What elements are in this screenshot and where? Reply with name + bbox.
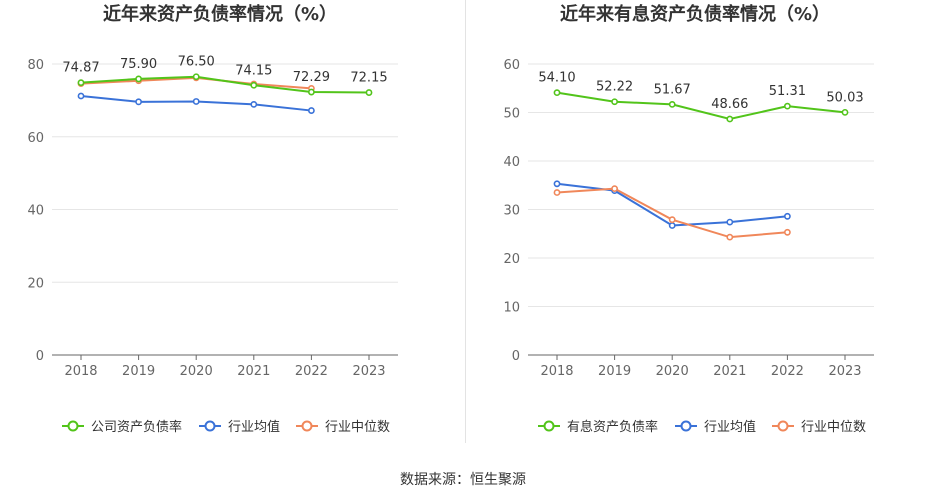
y-tick-label: 0: [512, 349, 520, 364]
data-point-median: [783, 228, 791, 236]
data-point-avg: [307, 107, 315, 114]
data-label: 74.87: [62, 61, 99, 76]
data-point-avg: [250, 100, 258, 108]
data-point-company: [726, 115, 734, 123]
data-point-company: [135, 75, 142, 83]
data-point-company: [841, 108, 849, 116]
data-point-avg: [553, 180, 561, 188]
data-point-avg: [668, 222, 676, 229]
x-tick-label: 2021: [237, 364, 270, 379]
y-tick-label: 20: [503, 252, 520, 267]
x-tick-label: 2021: [713, 364, 746, 379]
data-label: 72.15: [350, 71, 387, 86]
data-point-company: [250, 81, 258, 89]
data-label: 75.90: [120, 57, 157, 72]
legend-marker: [543, 420, 555, 432]
data-point-company: [365, 89, 373, 96]
data-point-median: [611, 185, 618, 193]
y-tick-label: 60: [27, 131, 44, 146]
x-tick-label: 2022: [771, 364, 804, 379]
data-point-company: [553, 89, 561, 97]
data-point-avg: [726, 218, 734, 226]
y-tick-label: 80: [27, 58, 44, 73]
data-point-company: [192, 73, 200, 81]
legend-label: 行业均值: [704, 419, 756, 435]
x-tick-label: 2018: [64, 364, 97, 379]
data-label: 52.22: [596, 80, 633, 95]
legend-label: 行业中位数: [801, 420, 866, 435]
chart-title: 近年来资产负债率情况（%）: [103, 3, 337, 25]
data-point-avg: [77, 92, 85, 100]
y-tick-label: 40: [27, 204, 44, 219]
chart-interest-bearing-debt-ratio: 近年来有息资产负债率情况（%） 0 10 20 30 40 50 60 2018 2019 2020…: [503, 3, 874, 435]
data-point-avg: [783, 212, 791, 220]
y-tick-label: 10: [503, 301, 520, 316]
y-tick-label: 20: [27, 276, 44, 291]
x-tick-label: 2022: [295, 364, 328, 379]
x-tick-label: 2019: [598, 364, 631, 379]
legend-label: 行业中位数: [325, 420, 390, 435]
data-point-company: [611, 98, 618, 106]
x-tick-label: 2023: [352, 364, 385, 379]
legend-marker: [777, 420, 789, 432]
data-point-median: [668, 216, 676, 224]
data-point-median: [726, 233, 734, 241]
series-line-company: [556, 91, 846, 121]
data-point-avg: [135, 98, 142, 106]
chart-title: 近年来有息资产负债率情况（%）: [560, 3, 830, 25]
legend-label: 公司资产负债率: [91, 419, 182, 435]
legend-label: 行业均值: [228, 419, 280, 435]
series-line-median: [556, 187, 788, 239]
data-point-company: [77, 79, 85, 87]
x-tick-label: 2018: [540, 364, 573, 379]
data-label: 50.03: [826, 90, 863, 105]
data-point-avg: [192, 98, 200, 105]
chart-divider: [465, 0, 466, 443]
series-line-company: [80, 75, 370, 94]
data-label: 51.31: [769, 84, 806, 99]
chart-debt-ratio: 近年来资产负债率情况（%） 0 20 40 60 80 2018 2019 2020 2021 20…: [27, 3, 398, 435]
legend-marker: [301, 420, 313, 432]
legend-marker: [204, 420, 216, 432]
data-label: 48.66: [711, 97, 748, 112]
y-tick-label: 50: [503, 107, 520, 122]
x-tick-label: 2019: [122, 364, 155, 379]
legend-marker: [680, 420, 692, 432]
legend-marker: [67, 420, 79, 432]
data-label: 76.50: [178, 55, 215, 70]
data-label: 51.67: [654, 82, 691, 97]
y-tick-label: 60: [503, 58, 520, 73]
data-point-company: [783, 102, 791, 110]
data-point-median: [553, 189, 561, 196]
data-point-company: [668, 101, 676, 108]
legend-label: 有息资产负债率: [567, 419, 658, 435]
data-label: 74.15: [235, 63, 272, 78]
y-tick-label: 40: [503, 155, 520, 170]
x-tick-label: 2020: [656, 364, 689, 379]
y-tick-label: 0: [36, 349, 44, 364]
data-point-company: [307, 88, 315, 96]
data-label: 72.29: [293, 70, 330, 85]
data-label: 54.10: [538, 71, 575, 86]
data-source-note: 数据来源：恒生聚源: [400, 472, 526, 488]
y-tick-label: 30: [503, 204, 520, 219]
x-tick-label: 2023: [828, 364, 861, 379]
x-tick-label: 2020: [180, 364, 213, 379]
